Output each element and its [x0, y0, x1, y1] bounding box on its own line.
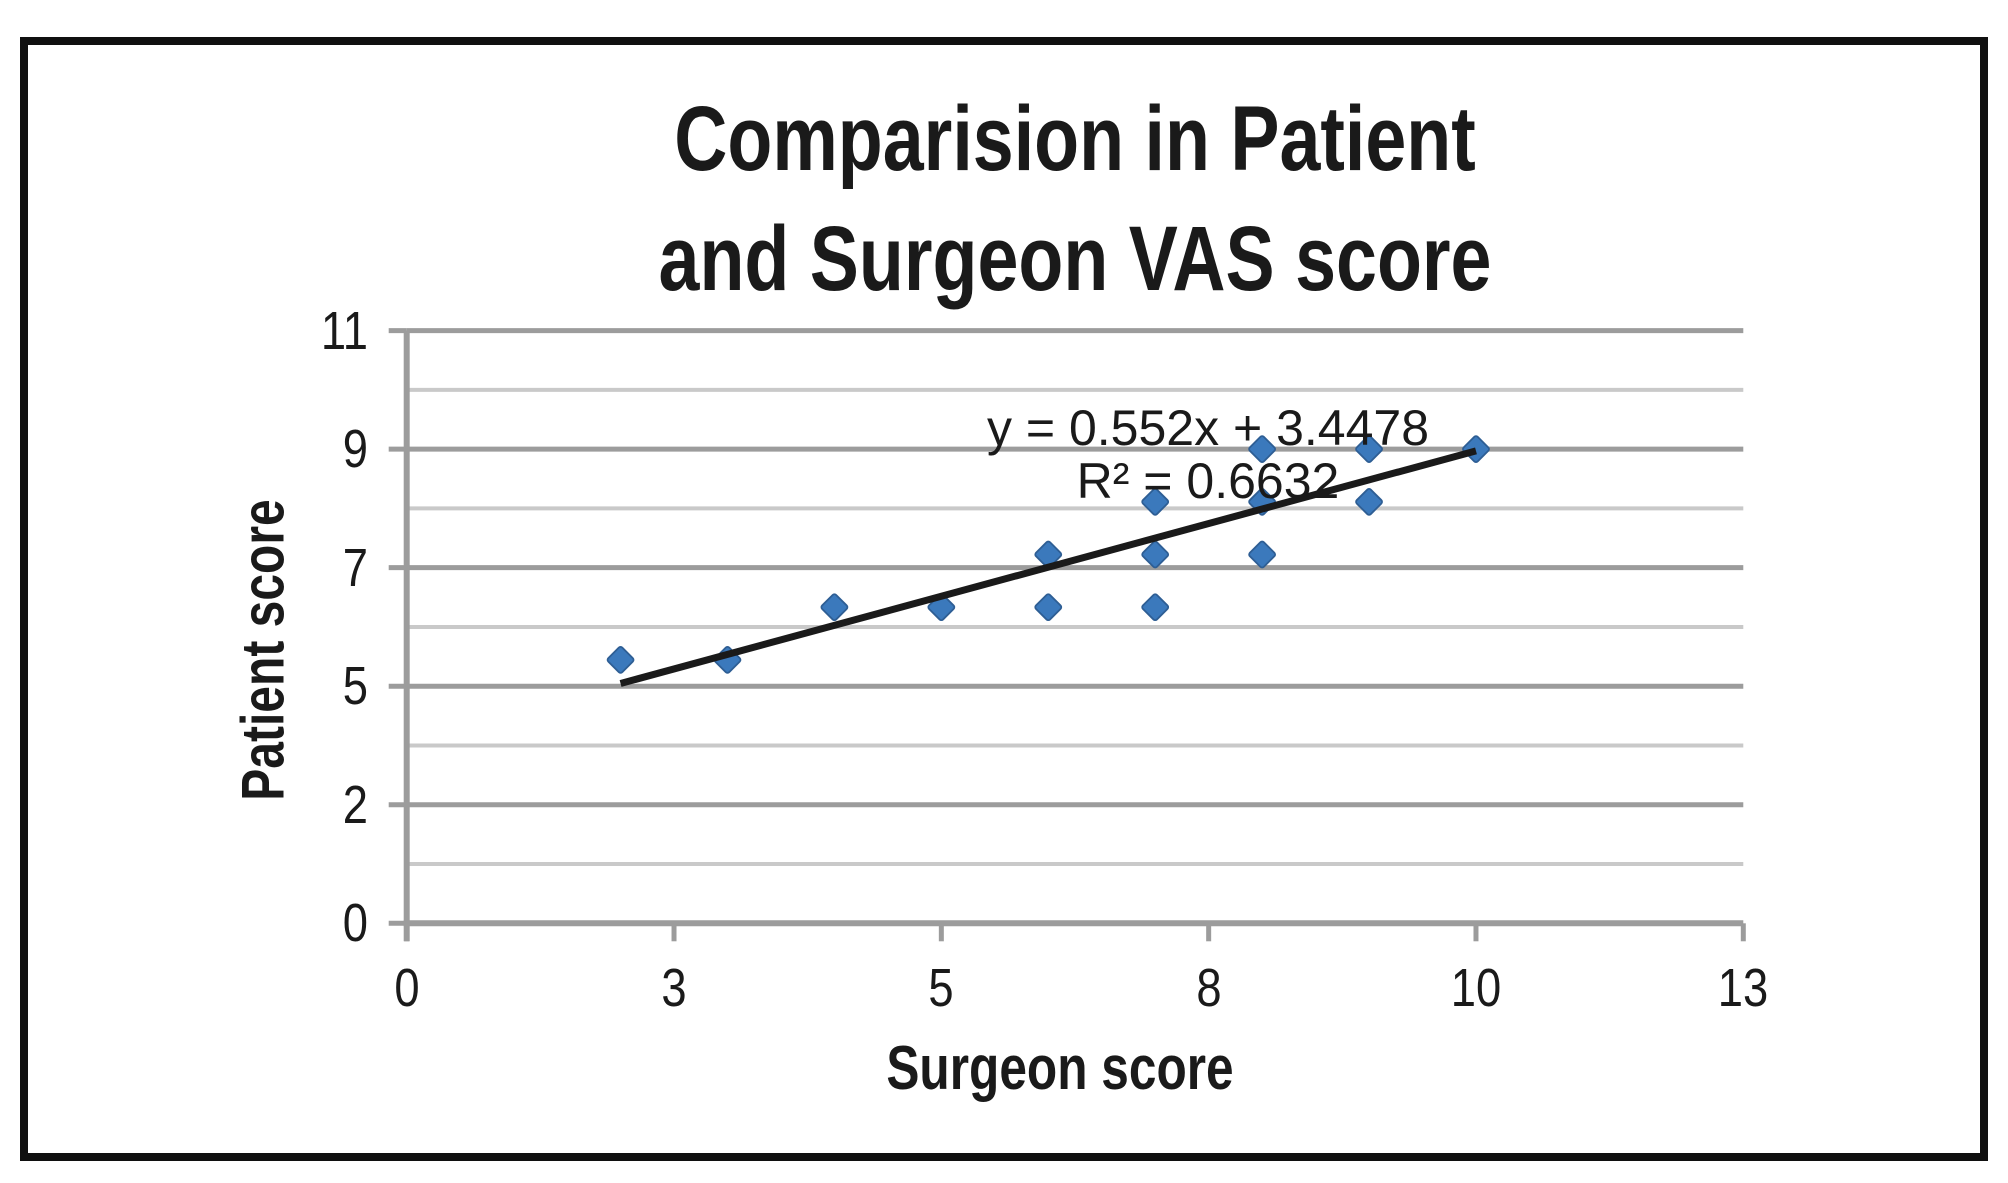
- data-point-marker: [1141, 593, 1170, 622]
- x-tick-label: 5: [928, 958, 954, 1018]
- chart-title: Comparision in Patient and Surgeon VAS s…: [375, 79, 1775, 319]
- r-squared-label: R² = 0.6632: [1076, 453, 1340, 509]
- data-point-marker: [1248, 435, 1276, 464]
- data-point-marker: [1034, 540, 1063, 569]
- y-tick-label: 0: [342, 893, 368, 954]
- trendline-equation-label: y = 0.552x + 3.4478: [986, 400, 1430, 456]
- data-point-marker: [1141, 540, 1170, 569]
- data-point-marker: [1248, 540, 1276, 569]
- x-tick-label: 10: [1450, 958, 1502, 1018]
- y-tick-label: 9: [342, 419, 368, 480]
- data-point-marker: [820, 593, 849, 622]
- y-tick-label: 11: [320, 300, 368, 361]
- x-tick-label: 3: [661, 958, 687, 1018]
- x-tick-label: 13: [1718, 958, 1769, 1018]
- trendline: [619, 447, 1477, 687]
- chart-title-line-1: Comparision in Patient: [674, 88, 1476, 190]
- x-tick-label: 0: [394, 958, 420, 1018]
- data-point-marker: [606, 646, 635, 674]
- data-point-marker: [1355, 487, 1383, 516]
- x-axis-title-text: Surgeon score: [886, 1034, 1234, 1103]
- data-point-marker: [1141, 487, 1170, 516]
- y-tick-label: 5: [342, 656, 368, 717]
- x-tick-label: 8: [1196, 958, 1222, 1018]
- y-tick-label: 7: [342, 537, 368, 598]
- data-point-marker: [1034, 593, 1063, 622]
- figure-frame: [20, 37, 1988, 1161]
- y-tick-label: 2: [342, 774, 368, 835]
- chart-title-line-2: and Surgeon VAS score: [658, 208, 1492, 310]
- data-point-marker: [1355, 435, 1383, 464]
